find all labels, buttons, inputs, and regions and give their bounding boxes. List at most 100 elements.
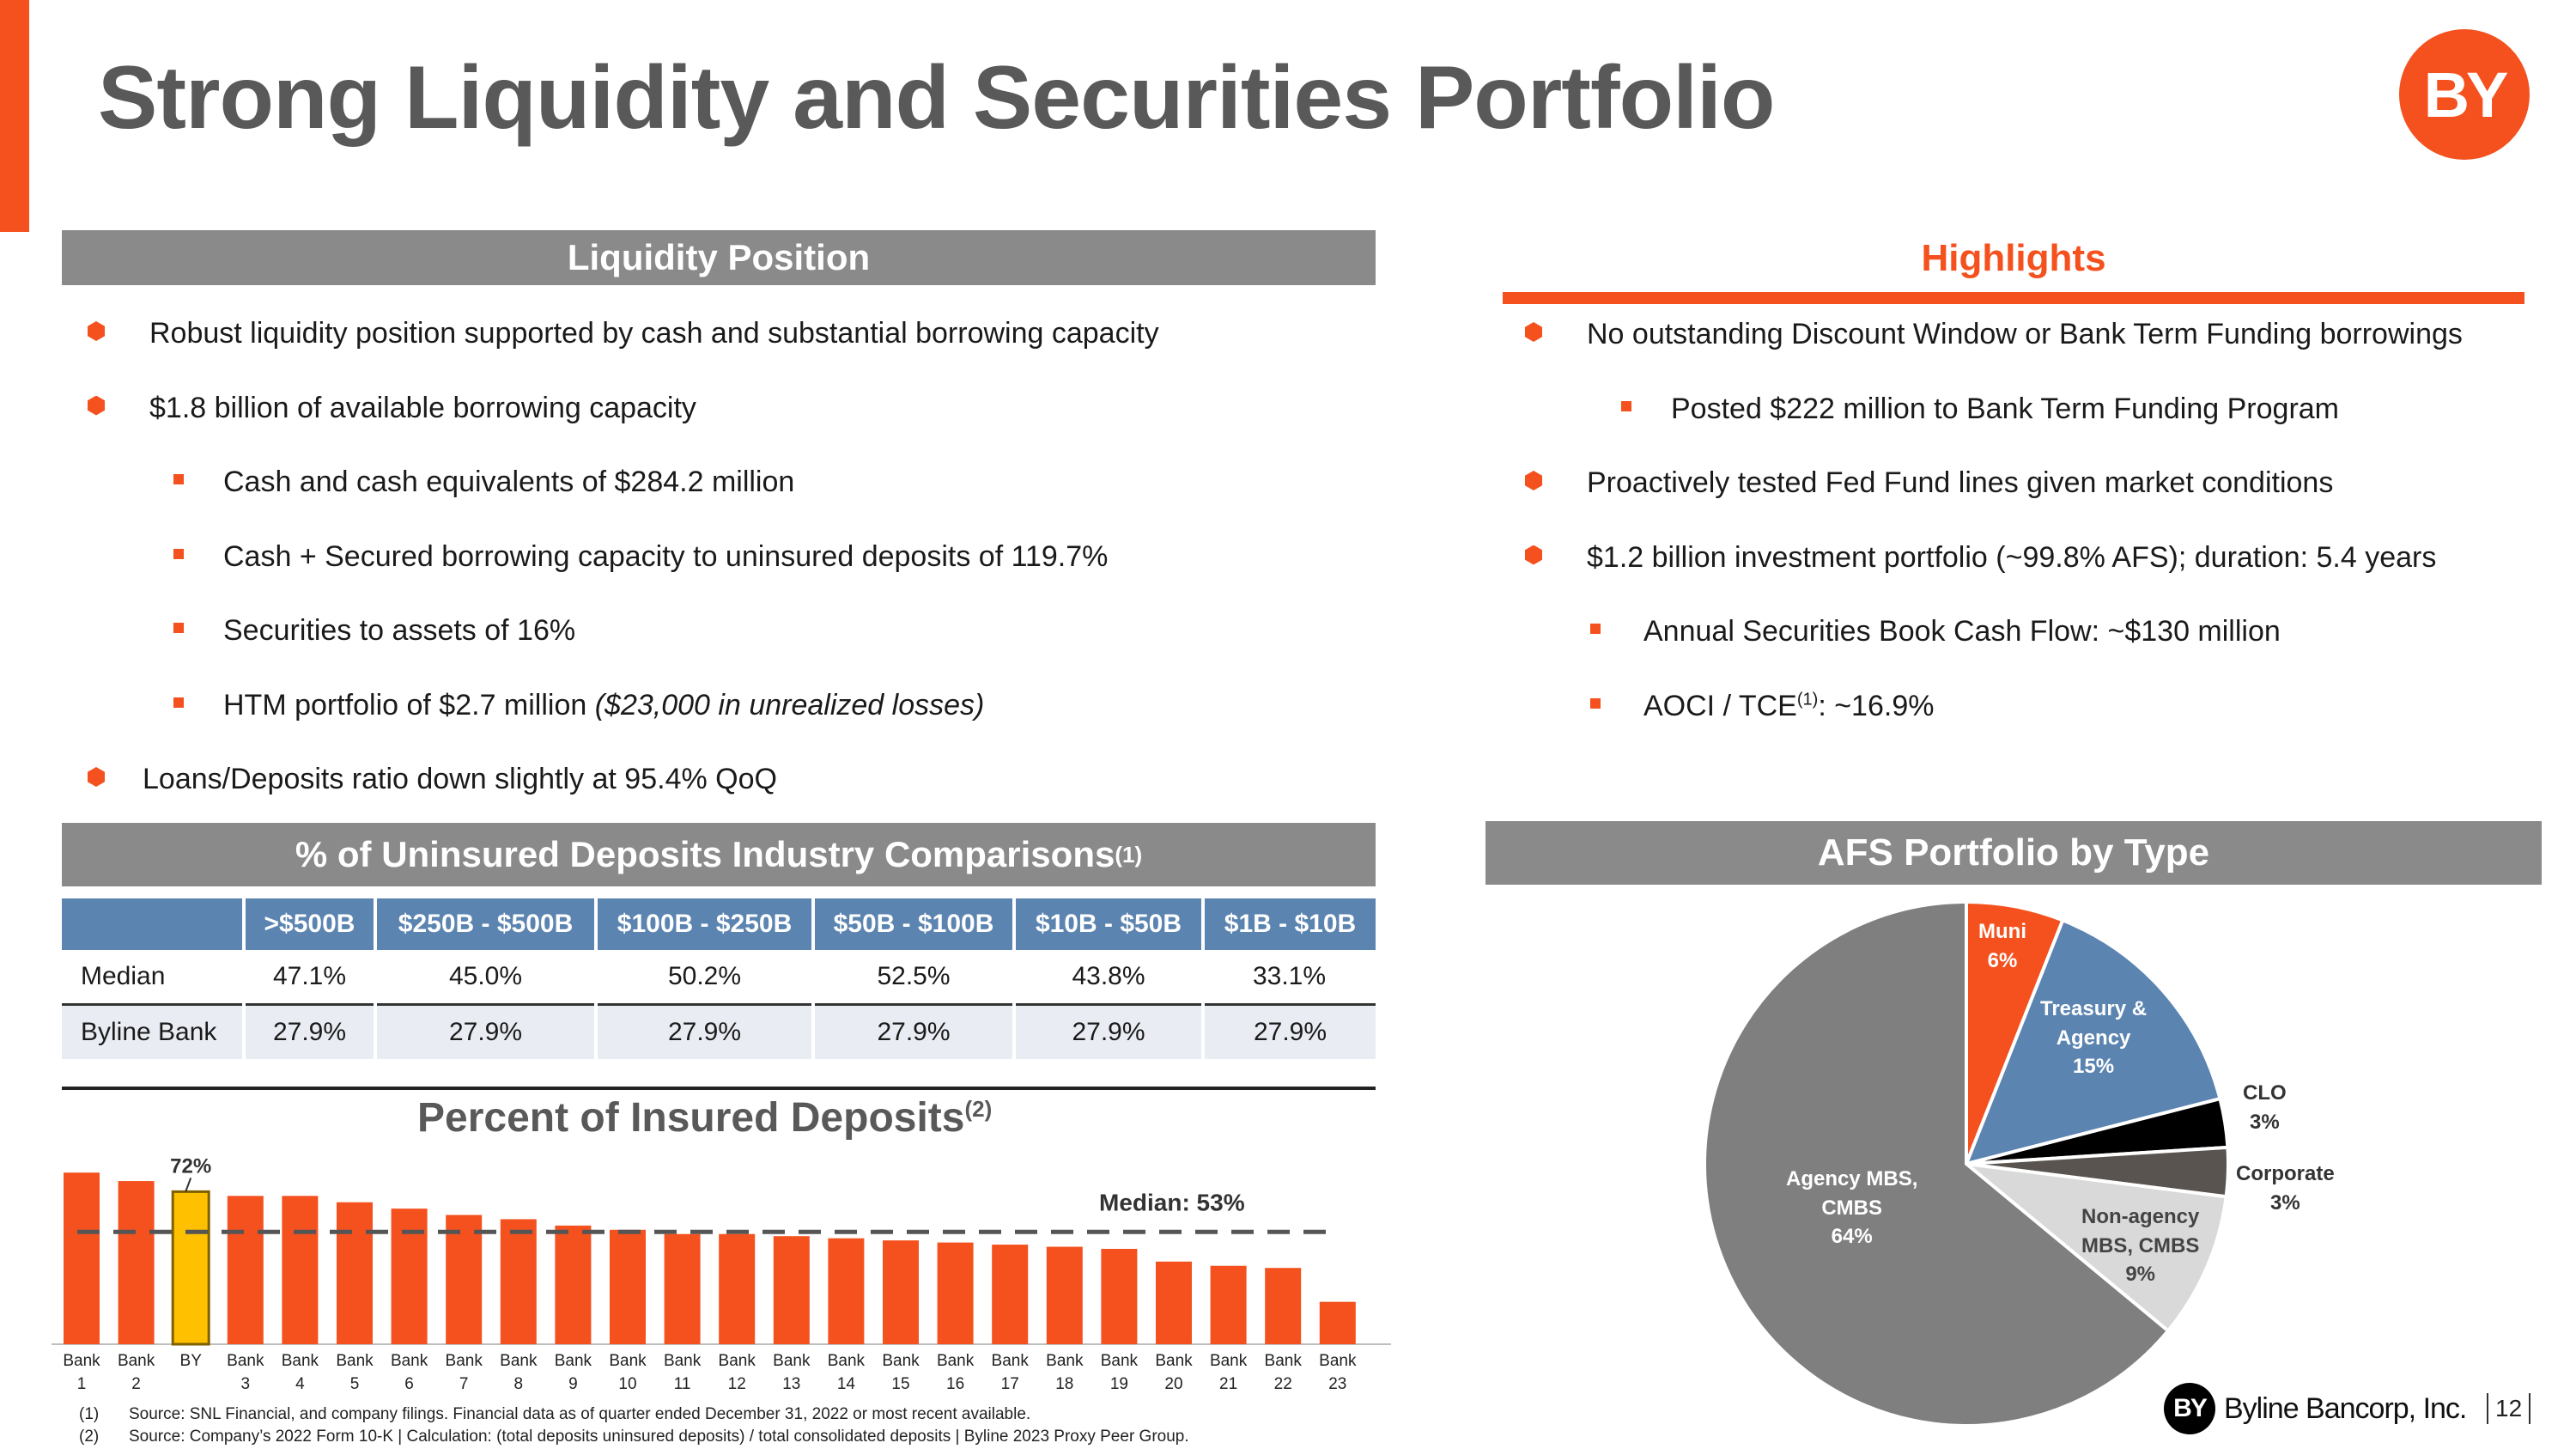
x-tick-label: Bank 17 — [992, 1352, 1030, 1393]
footnote-2: (2) Source: Company’s 2022 Form 10-K | Ca… — [79, 1428, 1189, 1446]
median-label: Median: 53% — [1099, 1189, 1245, 1215]
pie-label-name: CMBS — [1821, 1196, 1883, 1220]
liquidity-bullet-text: Cash + Secured borrowing capacity to uni… — [223, 539, 1108, 575]
table-header-cell: >$500B — [244, 898, 377, 950]
x-tick-label: Bank 23 — [1319, 1352, 1357, 1393]
table-cell: 43.8% — [1014, 950, 1203, 1006]
footnote-text: Source: SNL Financial, and company filin… — [129, 1405, 1031, 1423]
pie-slice-non-agency-mbs-cmbs — [1960, 1161, 2228, 1334]
bar — [719, 1233, 756, 1344]
table-cell: 27.9% — [244, 1004, 377, 1059]
uninsured-heading: % of Uninsured Deposits Industry Compari… — [62, 823, 1376, 886]
square-bullet-icon — [1590, 624, 1601, 634]
row-label: Median — [62, 950, 244, 1006]
bar — [337, 1202, 373, 1344]
bar — [1265, 1268, 1302, 1344]
table-cell: 33.1% — [1203, 950, 1376, 1006]
liquidity-bullet-text-main: HTM portfolio of $2.7 million — [223, 688, 595, 721]
x-tick-label: Bank 21 — [1210, 1352, 1248, 1393]
table-header-cell: $10B - $50B — [1014, 898, 1205, 950]
pie-label-name: Treasury & — [2040, 997, 2148, 1020]
x-tick-label: Bank 9 — [555, 1352, 592, 1393]
bar-by — [171, 1190, 210, 1346]
bar-chart-title-sup: (2) — [964, 1096, 993, 1122]
x-tick-label: Bank 15 — [882, 1352, 920, 1393]
x-tick-label: Bank 10 — [609, 1352, 647, 1393]
pie-label-name: Non-agency — [2081, 1205, 2200, 1228]
pie-label-non-agency: Non-agency MBS, CMBS 9% — [2081, 1202, 2199, 1289]
hexagon-bullet-icon — [1525, 471, 1542, 490]
x-tick-label: Bank 1 — [63, 1352, 100, 1393]
x-tick-label: Bank 7 — [446, 1352, 483, 1393]
pie-slice-agency-mbs-cmbs — [1703, 899, 2171, 1428]
liquidity-bullet-text: $1.8 billion of available borrowing capa… — [149, 391, 696, 426]
x-tick-label: Bank 4 — [282, 1352, 319, 1393]
bar — [555, 1225, 592, 1344]
insured-deposits-bar-chart: Bank 1 Bank 2 BY 72% Bank 3 Bank 4 Bank 5 Bank 6 Bank 7… — [52, 1154, 1391, 1393]
chart-top-rule — [62, 1087, 1376, 1090]
hexagon-bullet-icon — [88, 321, 105, 341]
highlight-bullet-text: $1.2 billion investment portfolio (~99.8… — [1587, 540, 2436, 575]
pie-label-name: CLO — [2243, 1081, 2287, 1105]
highlight-bullet-text-main: Proactively tested Fed Fund lines given … — [1587, 466, 2334, 499]
pie-label-name: MBS, CMBS — [2081, 1233, 2200, 1257]
bar — [391, 1209, 428, 1344]
bar — [610, 1229, 646, 1344]
bar-chart-title-text: Percent of Insured Deposits — [417, 1095, 965, 1141]
pie-label-value: 15% — [2073, 1055, 2115, 1079]
x-tick-label: Bank 3 — [227, 1352, 264, 1393]
footer-company-name: Byline Bancorp, Inc. — [2224, 1391, 2467, 1425]
x-tick-label: Bank 6 — [391, 1352, 428, 1393]
pie-label-name: Agency — [2056, 1026, 2131, 1050]
x-tick-label: Bank 12 — [719, 1352, 756, 1393]
bar — [937, 1242, 974, 1344]
x-tick-label: Bank 22 — [1265, 1352, 1303, 1393]
pie-label-clo: CLO 3% — [2243, 1079, 2287, 1136]
table-row: Median 47.1% 45.0% 50.2% 52.5% 43.8% 33.… — [62, 950, 1376, 1006]
highlight-bullet-text-sup: (1) — [1796, 690, 1819, 709]
liquidity-bullet-text: Securities to assets of 16% — [223, 613, 575, 648]
bar — [883, 1240, 919, 1344]
table-header-cell: $50B - $100B — [813, 898, 1016, 950]
pie-label-value: 9% — [2125, 1263, 2156, 1287]
page-number: 12 — [2487, 1393, 2531, 1424]
bar — [1156, 1261, 1192, 1344]
table-header-cell: $250B - $500B — [375, 898, 598, 950]
hexagon-bullet-icon — [88, 767, 105, 787]
liquidity-bullet-text-main: Cash + Secured borrowing capacity to uni… — [223, 539, 1109, 573]
byline-logo-badge: BY — [2399, 29, 2530, 160]
table-cell: 27.9% — [596, 1004, 815, 1059]
hexagon-bullet-icon — [88, 395, 105, 416]
bar — [64, 1172, 100, 1344]
bar — [1319, 1301, 1356, 1344]
table-header-corner — [62, 898, 246, 950]
liquidity-bullet-text: Cash and cash equivalents of $284.2 mill… — [223, 465, 794, 500]
bar — [500, 1219, 537, 1344]
highlights-underline — [1503, 292, 2524, 304]
bar — [118, 1181, 155, 1344]
footer-logo-mark: BY — [2164, 1383, 2215, 1434]
x-tick-label: Bank 11 — [664, 1352, 702, 1393]
liquidity-bullet-text-main: Cash and cash equivalents of $284.2 mill… — [223, 466, 795, 498]
pie-label-corporate: Corporate 3% — [2236, 1160, 2335, 1217]
x-tick-label: Bank 18 — [1046, 1352, 1084, 1393]
footnote-number: (2) — [79, 1428, 100, 1446]
afs-portfolio-heading: AFS Portfolio by Type — [1485, 821, 2542, 885]
bar-label-leader — [185, 1178, 192, 1192]
square-bullet-icon — [173, 697, 184, 708]
bar — [1101, 1249, 1138, 1344]
square-bullet-icon — [173, 474, 184, 484]
footnote-1: (1) Source: SNL Financial, and company fi… — [79, 1405, 1030, 1424]
pie-label-agency: Agency MBS, CMBS 64% — [1786, 1165, 1917, 1251]
liquidity-bullet-text: Loans/Deposits ratio down slightly at 95… — [143, 762, 777, 797]
liquidity-bullet-text: HTM portfolio of $2.7 million ($23,000 i… — [223, 688, 984, 723]
accent-bar — [0, 0, 29, 232]
liquidity-bullet-text-italic: ($23,000 in unrealized losses) — [594, 688, 985, 721]
bar — [282, 1196, 319, 1344]
liquidity-heading: Liquidity Position — [62, 230, 1376, 285]
x-tick-label: Bank 13 — [773, 1352, 811, 1393]
footnote-text: Source: Company’s 2022 Form 10-K | Calcu… — [129, 1428, 1189, 1446]
highlight-bullet-text: No outstanding Discount Window or Bank T… — [1587, 317, 2463, 352]
hexagon-bullet-icon — [1525, 545, 1542, 565]
bar-chart-title: Percent of Insured Deposits(2) — [417, 1094, 992, 1142]
